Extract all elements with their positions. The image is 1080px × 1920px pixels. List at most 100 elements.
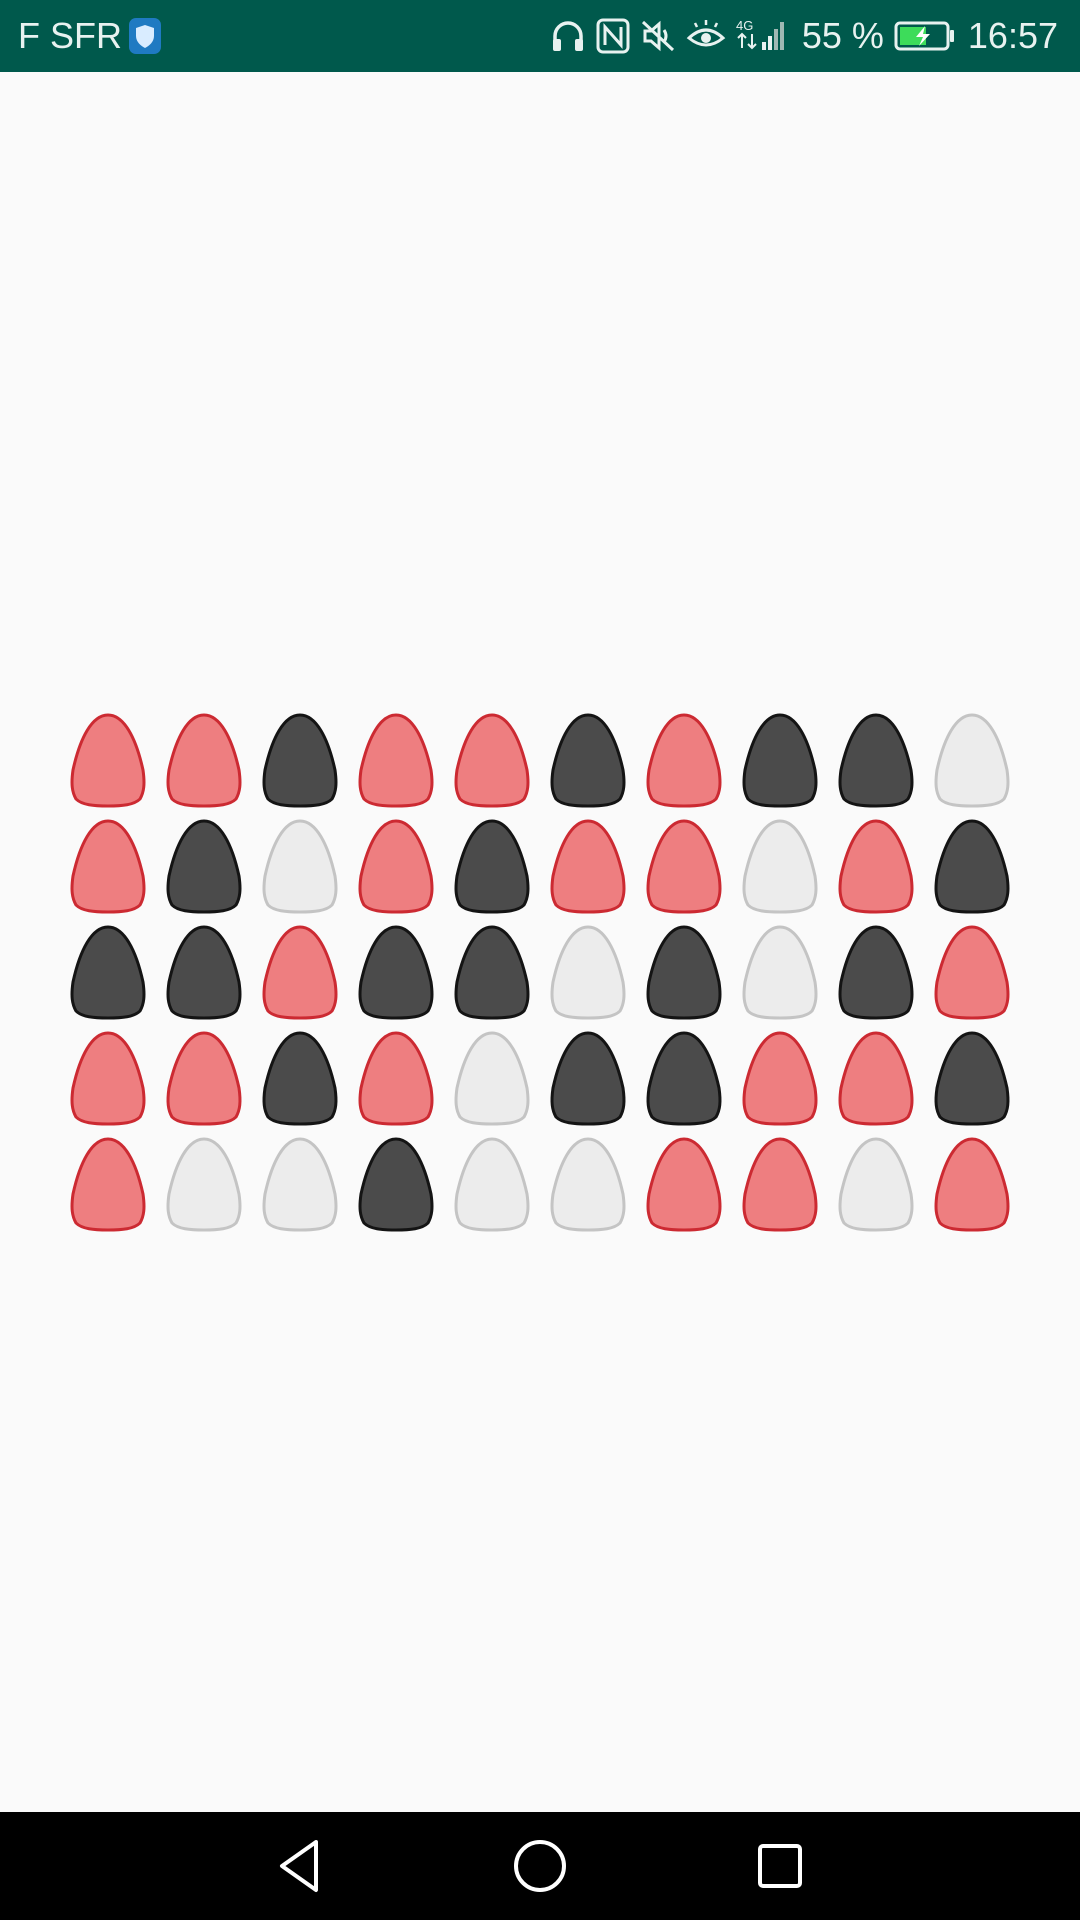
piece-shape (358, 925, 434, 1020)
piece-shape (838, 1031, 914, 1126)
piece-red-r2c6[interactable] (548, 818, 628, 914)
piece-red-r1c2[interactable] (164, 712, 244, 808)
piece-red-r4c8[interactable] (740, 1030, 820, 1126)
piece-shape (838, 1137, 914, 1232)
piece-black-r3c9[interactable] (836, 924, 916, 1020)
piece-shape (358, 713, 434, 808)
piece-white-r5c3[interactable] (260, 1136, 340, 1232)
piece-black-r2c2[interactable] (164, 818, 244, 914)
piece-black-r4c10[interactable] (932, 1030, 1012, 1126)
piece-shape (70, 1031, 146, 1126)
back-button[interactable] (266, 1832, 334, 1900)
piece-shape (166, 1137, 242, 1232)
piece-black-r5c4[interactable] (356, 1136, 436, 1232)
piece-black-r4c6[interactable] (548, 1030, 628, 1126)
piece-red-r2c1[interactable] (68, 818, 148, 914)
piece-black-r2c5[interactable] (452, 818, 532, 914)
piece-shape (934, 1031, 1010, 1126)
piece-shape (646, 1137, 722, 1232)
piece-red-r4c9[interactable] (836, 1030, 916, 1126)
piece-shape (550, 925, 626, 1020)
piece-red-r5c1[interactable] (68, 1136, 148, 1232)
piece-shape (166, 925, 242, 1020)
home-icon (514, 1840, 566, 1892)
nfc-icon (596, 18, 630, 54)
piece-shape (646, 925, 722, 1020)
piece-shape (358, 819, 434, 914)
piece-shape (550, 713, 626, 808)
piece-black-r1c3[interactable] (260, 712, 340, 808)
piece-white-r5c6[interactable] (548, 1136, 628, 1232)
piece-black-r1c8[interactable] (740, 712, 820, 808)
piece-red-r3c3[interactable] (260, 924, 340, 1020)
piece-black-r4c3[interactable] (260, 1030, 340, 1126)
piece-red-r3c10[interactable] (932, 924, 1012, 1020)
piece-shape (646, 819, 722, 914)
piece-shape (262, 925, 338, 1020)
piece-red-r2c4[interactable] (356, 818, 436, 914)
piece-shape (550, 1137, 626, 1232)
piece-black-r3c4[interactable] (356, 924, 436, 1020)
piece-shape (838, 713, 914, 808)
piece-red-r4c1[interactable] (68, 1030, 148, 1126)
piece-black-r3c2[interactable] (164, 924, 244, 1020)
piece-red-r5c10[interactable] (932, 1136, 1012, 1232)
piece-black-r3c7[interactable] (644, 924, 724, 1020)
piece-red-r5c7[interactable] (644, 1136, 724, 1232)
piece-white-r5c9[interactable] (836, 1136, 916, 1232)
recents-button[interactable] (746, 1832, 814, 1900)
piece-shape (838, 819, 914, 914)
piece-shape (262, 1137, 338, 1232)
piece-white-r2c3[interactable] (260, 818, 340, 914)
piece-shape (166, 819, 242, 914)
battery-percent: 55 % (801, 15, 884, 56)
piece-shape (742, 1031, 818, 1126)
piece-shape (166, 1031, 242, 1126)
piece-shape (166, 713, 242, 808)
home-button[interactable] (506, 1832, 574, 1900)
vpn-shield-icon (129, 18, 161, 54)
piece-black-r3c1[interactable] (68, 924, 148, 1020)
piece-white-r5c5[interactable] (452, 1136, 532, 1232)
piece-shape (742, 819, 818, 914)
carrier-name: F SFR (18, 15, 122, 56)
piece-shape (70, 713, 146, 808)
piece-shape (646, 713, 722, 808)
battery-charging-icon (894, 21, 954, 51)
back-icon (280, 1840, 318, 1892)
piece-black-r1c9[interactable] (836, 712, 916, 808)
piece-white-r3c8[interactable] (740, 924, 820, 1020)
piece-black-r2c10[interactable] (932, 818, 1012, 914)
piece-shape (646, 1031, 722, 1126)
piece-white-r3c6[interactable] (548, 924, 628, 1020)
piece-red-r1c7[interactable] (644, 712, 724, 808)
status-bar: F SFR 4G (0, 0, 1080, 72)
piece-red-r2c7[interactable] (644, 818, 724, 914)
piece-black-r1c6[interactable] (548, 712, 628, 808)
piece-shape (358, 1031, 434, 1126)
piece-red-r1c4[interactable] (356, 712, 436, 808)
piece-shape (262, 713, 338, 808)
piece-shape (70, 1137, 146, 1232)
piece-white-r2c8[interactable] (740, 818, 820, 914)
piece-red-r1c1[interactable] (68, 712, 148, 808)
piece-white-r1c10[interactable] (932, 712, 1012, 808)
piece-shape (550, 819, 626, 914)
status-right: 4G 55 % 16:57 (540, 12, 1058, 60)
piece-red-r2c9[interactable] (836, 818, 916, 914)
piece-shape (454, 1031, 530, 1126)
piece-white-r4c5[interactable] (452, 1030, 532, 1126)
eye-comfort-icon (686, 20, 726, 47)
piece-red-r1c5[interactable] (452, 712, 532, 808)
piece-black-r3c5[interactable] (452, 924, 532, 1020)
piece-red-r4c4[interactable] (356, 1030, 436, 1126)
piece-shape (934, 713, 1010, 808)
status-left: F SFR (18, 14, 162, 58)
piece-black-r4c7[interactable] (644, 1030, 724, 1126)
piece-red-r5c8[interactable] (740, 1136, 820, 1232)
piece-shape (454, 925, 530, 1020)
piece-red-r4c2[interactable] (164, 1030, 244, 1126)
piece-shape (934, 925, 1010, 1020)
piece-white-r5c2[interactable] (164, 1136, 244, 1232)
